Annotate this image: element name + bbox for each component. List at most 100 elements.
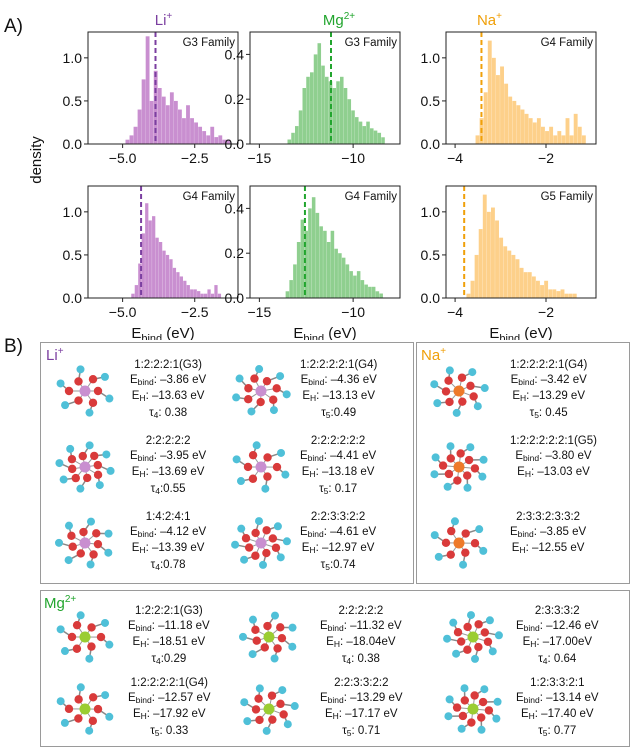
family-label: G4 Family: [541, 37, 594, 49]
histogram-bar: [336, 81, 340, 144]
histogram-bar: [503, 246, 508, 298]
histogram-bar: [470, 280, 475, 298]
histogram-bar: [536, 280, 540, 298]
histogram-bar: [200, 293, 204, 298]
histogram-bar: [289, 280, 293, 298]
homo-energy: EH: –13.03 eV: [517, 466, 590, 479]
histogram-bar: [323, 230, 327, 298]
histogram-bar: [133, 126, 138, 144]
histogram-bar: [149, 100, 154, 144]
histogram-bar: [466, 293, 471, 298]
histogram-bar: [152, 216, 156, 298]
binding-energy: Ebind: –3.80 eV: [515, 449, 592, 463]
homo-energy: EH: –13.39 eV: [131, 542, 205, 555]
histogram-bar: [334, 248, 338, 298]
x-tick-label: −2: [538, 150, 554, 166]
histogram-bar: [338, 253, 342, 298]
histogram-bar: [349, 271, 353, 298]
homo-energy: EH: –17.17 eV: [324, 708, 398, 721]
histogram-bar: [155, 237, 159, 298]
y-tick-label: 0.5: [63, 93, 83, 109]
structure-name: 1:4:2:4:1: [145, 511, 191, 523]
histogram-bar: [173, 100, 178, 144]
y-tick-label: 0.0: [63, 136, 83, 152]
histogram-bar: [295, 126, 299, 144]
plot-frame: [445, 185, 597, 299]
histogram-bar: [355, 117, 359, 144]
ion-title: Mg2+: [323, 11, 355, 29]
histogram-bar: [172, 267, 177, 298]
na-box-title: Na+: [421, 346, 447, 364]
histogram-bar: [504, 83, 509, 144]
histogram-bar: [137, 109, 142, 144]
histogram-bar: [302, 88, 307, 144]
histogram-bar: [519, 267, 524, 298]
histogram-bar: [568, 293, 573, 298]
homo-energy: EH: –17.40 eV: [520, 708, 594, 721]
homo-energy: EH: –12.97 eV: [301, 542, 375, 555]
histogram-bar: [145, 36, 150, 144]
histogram-bar: [321, 65, 325, 144]
histogram-bar: [544, 280, 549, 298]
histogram-bar: [306, 76, 310, 144]
histogram-bar: [317, 43, 322, 145]
histogram-bar: [214, 137, 219, 144]
family-label: G4 Family: [345, 191, 398, 203]
tau-value: τ4: 0.64: [538, 652, 577, 666]
binding-energy: Ebind: –12.57 eV: [128, 691, 211, 705]
na-structure-entry: 1:2:2:2:2:2:1(G5) Ebind: –3.80 eV EH: –13.…: [510, 434, 597, 482]
histogram-bar: [491, 57, 496, 144]
histogram-bar: [560, 289, 565, 298]
histogram-bar: [217, 293, 222, 298]
histogram-mg-g4: 0.0 0.2 0.4 −15 −10 G4 Family Ebind (eV): [225, 185, 401, 340]
family-label: G5 Family: [541, 191, 594, 203]
histogram-bar: [540, 285, 544, 298]
homo-energy: EH: –18.51 eV: [132, 636, 206, 649]
tau-value: τ5: 0.77: [538, 724, 577, 738]
plot-frame: [445, 31, 597, 145]
histogram-bar: [300, 219, 305, 298]
x-tick-label: −2.5: [181, 304, 209, 320]
y-tick-label: 0.4: [225, 46, 245, 62]
tau-value: τ4:0.78: [150, 558, 186, 572]
binding-energy: Ebind: –3.86 eV: [130, 373, 207, 387]
family-label: G4 Family: [183, 191, 236, 203]
structure-name: 1:2:2:2:2:2:1(G5): [510, 435, 597, 447]
tau-value: τ5: 0.45: [529, 406, 568, 420]
binding-energy: Ebind: –3.85 eV: [510, 525, 587, 539]
x-tick-label: −5.0: [109, 304, 137, 320]
histogram-bar: [330, 230, 335, 298]
histogram-bar: [486, 211, 491, 298]
y-tick-label: 1.0: [63, 50, 83, 66]
x-tick-label: −5.0: [109, 150, 137, 166]
tau-value: τ4: 0.38: [149, 406, 188, 420]
structure-name: 1:2:2:2:1(G3): [134, 605, 203, 617]
histogram-bar: [214, 285, 218, 298]
li-box-title: Li+: [46, 346, 64, 364]
histogram-bar: [176, 272, 180, 298]
histogram-bar: [141, 79, 146, 144]
histogram-bar: [182, 118, 186, 144]
homo-energy: EH: –13.13 eV: [302, 390, 375, 403]
li-structures-box: [40, 342, 414, 584]
histogram-bar: [326, 242, 331, 298]
histogram-bar: [545, 131, 549, 144]
histogram-bar: [161, 96, 166, 144]
histogram-bar: [356, 271, 361, 298]
histogram-bar: [190, 289, 194, 298]
histogram-bar: [310, 72, 314, 144]
molecule-structure: [56, 683, 114, 735]
li-structure-entry: 1:2:2:2:2:1(G4) Ebind: –4.36 eV EH: –13.13…: [300, 358, 377, 422]
histogram-bar: [145, 203, 149, 298]
histogram-bar: [368, 286, 372, 298]
panel-b-label: B): [4, 336, 23, 357]
y-tick-label: 0.0: [421, 290, 441, 306]
histogram-bar: [478, 229, 483, 298]
homo-energy: EH: –12.55 eV: [511, 542, 585, 555]
molecule-structure: [55, 517, 113, 569]
histogram-bar: [287, 139, 292, 144]
histogram-bar: [569, 135, 574, 144]
histogram-bar: [541, 126, 545, 144]
histogram-bar: [202, 131, 207, 144]
li-structure-entry: 2:2:3:3:2:2 Ebind: –4.61 eV EH: –12.97 eV τ…: [300, 510, 376, 574]
